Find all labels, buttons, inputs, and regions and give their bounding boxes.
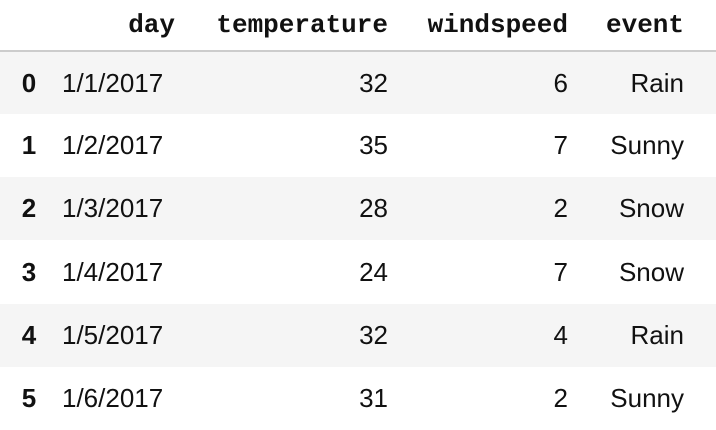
table-row: 0 1/1/2017 32 6 Rain [0, 51, 716, 115]
row-index: 1 [21, 130, 37, 161]
cell-temperature: 28 [359, 193, 388, 224]
cell-day: 1/5/2017 [62, 319, 164, 350]
cell-windspeed: 4 [553, 319, 568, 350]
cell-event: Sunny [610, 130, 684, 161]
cell-temperature: 32 [359, 67, 388, 98]
table-row: 2 1/3/2017 28 2 Snow [0, 177, 716, 241]
cell-windspeed: 7 [553, 256, 568, 287]
cell-day: 1/6/2017 [62, 382, 164, 413]
cell-temperature: 24 [359, 256, 388, 287]
cell-windspeed: 2 [553, 193, 568, 224]
table-row: 3 1/4/2017 24 7 Snow [0, 240, 716, 303]
table-row: 4 1/5/2017 32 4 Rain [0, 303, 716, 367]
cell-event: Rain [630, 319, 684, 350]
cell-temperature: 31 [359, 382, 388, 413]
index-header [0, 0, 58, 52]
table-row: 5 1/6/2017 31 2 Sunny [0, 367, 716, 430]
cell-event: Sunny [610, 382, 684, 413]
cell-event: Snow [618, 256, 684, 287]
column-header-windspeed: windspeed [418, 0, 598, 52]
cell-temperature: 35 [359, 130, 388, 161]
column-header-event: event [598, 0, 716, 52]
table-header: day temperature windspeed event [0, 0, 716, 52]
table-body: 0 1/1/2017 32 6 Rain 1 1/2/2017 35 7 Sun… [0, 51, 716, 430]
column-header-day: day [58, 0, 178, 52]
cell-day: 1/3/2017 [62, 193, 164, 224]
row-index: 3 [21, 256, 37, 287]
row-index: 2 [21, 193, 37, 224]
cell-day: 1/2/2017 [62, 130, 164, 161]
cell-windspeed: 6 [553, 67, 568, 98]
column-header-temperature: temperature [178, 0, 418, 52]
cell-temperature: 32 [359, 319, 388, 350]
row-index: 0 [21, 67, 37, 98]
cell-day: 1/4/2017 [62, 256, 164, 287]
cell-windspeed: 7 [553, 130, 568, 161]
cell-day: 1/1/2017 [62, 67, 164, 98]
row-index: 4 [21, 319, 37, 350]
table-row: 1 1/2/2017 35 7 Sunny [0, 114, 716, 177]
cell-windspeed: 2 [553, 382, 568, 413]
header-row: day temperature windspeed event [0, 0, 716, 52]
cell-event: Snow [618, 193, 684, 224]
cell-event: Rain [630, 67, 684, 98]
row-index: 5 [21, 382, 37, 413]
